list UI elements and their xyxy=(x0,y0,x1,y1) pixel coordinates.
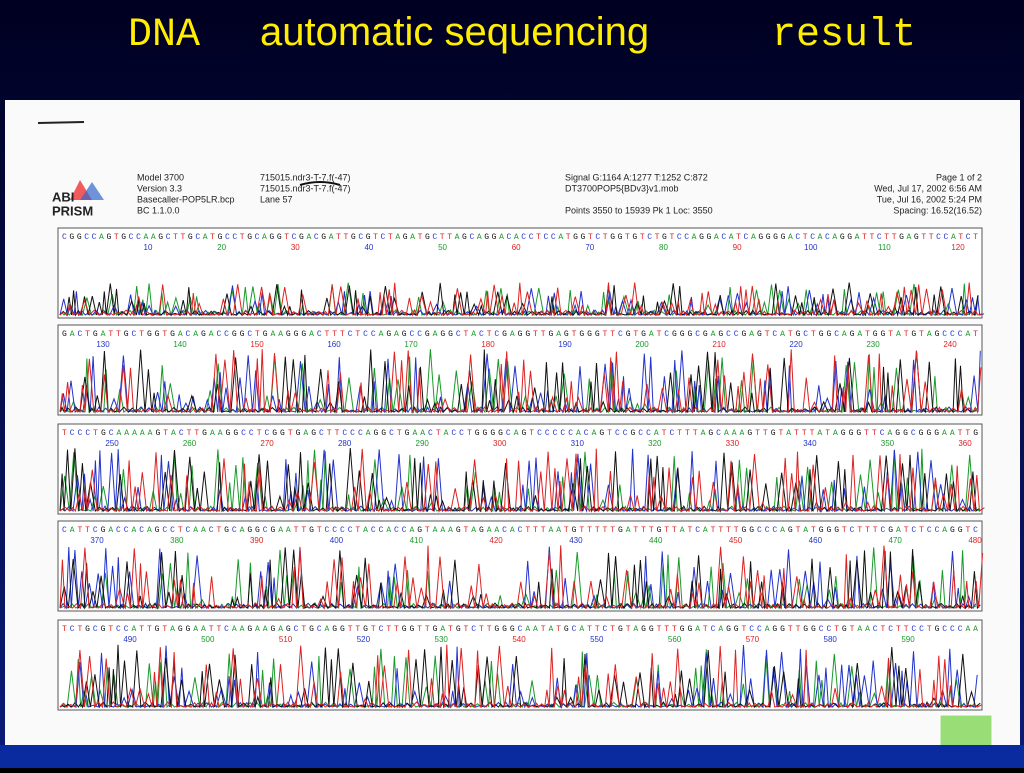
trace xyxy=(59,350,981,414)
header-text: Model 3700 xyxy=(137,172,184,182)
title: DNA automatic sequencing result xyxy=(128,10,916,58)
position-label: 310 xyxy=(571,439,585,448)
position-label: 30 xyxy=(291,243,300,252)
position-label: 280 xyxy=(338,439,352,448)
position-label: 520 xyxy=(357,635,371,644)
header-text: Tue, Jul 16, 2002 5:24 PM xyxy=(877,194,982,204)
position-label: 270 xyxy=(260,439,274,448)
position-label: 360 xyxy=(958,439,972,448)
trace xyxy=(59,285,985,317)
header-text: Page 1 of 2 xyxy=(936,172,982,182)
position-label: 450 xyxy=(729,536,743,545)
position-label: 430 xyxy=(569,536,583,545)
position-label: 330 xyxy=(726,439,740,448)
position-label: 300 xyxy=(493,439,507,448)
position-label: 180 xyxy=(481,340,495,349)
position-label: 260 xyxy=(183,439,197,448)
header-text: Version 3.3 xyxy=(137,183,182,193)
nav-button[interactable] xyxy=(939,714,993,751)
trace xyxy=(59,448,977,513)
position-label: 110 xyxy=(878,243,891,252)
position-label: 440 xyxy=(649,536,663,545)
position-label: 410 xyxy=(410,536,424,545)
position-label: 460 xyxy=(809,536,823,545)
logo-mark xyxy=(80,182,104,200)
position-label: 190 xyxy=(558,340,572,349)
position-label: 140 xyxy=(173,340,187,349)
position-label: 20 xyxy=(217,243,226,252)
position-label: 400 xyxy=(330,536,344,545)
logo: PRISM xyxy=(52,203,93,218)
position-label: 530 xyxy=(435,635,449,644)
trace xyxy=(59,547,981,610)
header-text: 715015.ndr3-T-7.f(-47) xyxy=(260,183,351,193)
position-label: 490 xyxy=(123,635,137,644)
position-label: 200 xyxy=(635,340,649,349)
position-label: 340 xyxy=(803,439,817,448)
trace xyxy=(59,448,980,513)
header-text: Basecaller-POP5LR.bcp xyxy=(137,194,235,204)
position-label: 120 xyxy=(951,243,965,252)
trace xyxy=(59,448,985,513)
position-label: 220 xyxy=(789,340,803,349)
position-label: 470 xyxy=(889,536,903,545)
position-label: 350 xyxy=(881,439,895,448)
position-label: 80 xyxy=(659,243,668,252)
position-label: 390 xyxy=(250,536,264,545)
position-label: 500 xyxy=(201,635,215,644)
position-label: 540 xyxy=(512,635,526,644)
header-text: Lane 57 xyxy=(260,194,293,204)
header-text: BC 1.1.0.0 xyxy=(137,205,180,215)
header-text: DT3700POP5{BDv3}v1.mob xyxy=(565,183,679,193)
trace xyxy=(59,545,984,610)
position-label: 380 xyxy=(170,536,184,545)
pen-mark xyxy=(37,121,85,124)
footer-band xyxy=(0,745,1024,768)
position-label: 370 xyxy=(90,536,104,545)
logo: ABI xyxy=(52,189,74,204)
position-label: 100 xyxy=(804,243,818,252)
header-text: 715015.ndr3-T-7.f(-47) xyxy=(260,172,351,182)
position-label: 70 xyxy=(585,243,594,252)
position-label: 420 xyxy=(489,536,503,545)
position-label: 480 xyxy=(968,536,982,545)
trace xyxy=(59,644,982,709)
header-text: Wed, Jul 17, 2002 6:56 AM xyxy=(874,183,982,193)
position-label: 250 xyxy=(105,439,119,448)
header-text: Points 3550 to 15939 Pk 1 Loc: 3550 xyxy=(565,205,713,215)
position-label: 60 xyxy=(512,243,521,252)
trace xyxy=(59,282,983,317)
position-label: 560 xyxy=(668,635,682,644)
position-label: 90 xyxy=(733,243,742,252)
header-text: Spacing: 16.52(16.52) xyxy=(893,205,982,215)
position-label: 320 xyxy=(648,439,662,448)
trace xyxy=(59,349,982,414)
position-label: 590 xyxy=(901,635,915,644)
position-label: 40 xyxy=(364,243,373,252)
position-label: 230 xyxy=(866,340,880,349)
header-text: Signal G:1164 A:1277 T:1252 C:872 xyxy=(565,172,708,182)
position-label: 150 xyxy=(250,340,264,349)
position-label: 580 xyxy=(824,635,838,644)
position-label: 240 xyxy=(943,340,957,349)
position-label: 550 xyxy=(590,635,604,644)
position-label: 50 xyxy=(438,243,447,252)
pen-mark xyxy=(299,181,341,186)
position-label: 10 xyxy=(144,243,153,252)
position-label: 170 xyxy=(404,340,418,349)
position-label: 570 xyxy=(746,635,760,644)
position-label: 290 xyxy=(416,439,430,448)
position-label: 130 xyxy=(96,340,110,349)
panel xyxy=(57,423,983,515)
position-label: 510 xyxy=(279,635,293,644)
position-label: 210 xyxy=(712,340,726,349)
position-label: 160 xyxy=(327,340,341,349)
